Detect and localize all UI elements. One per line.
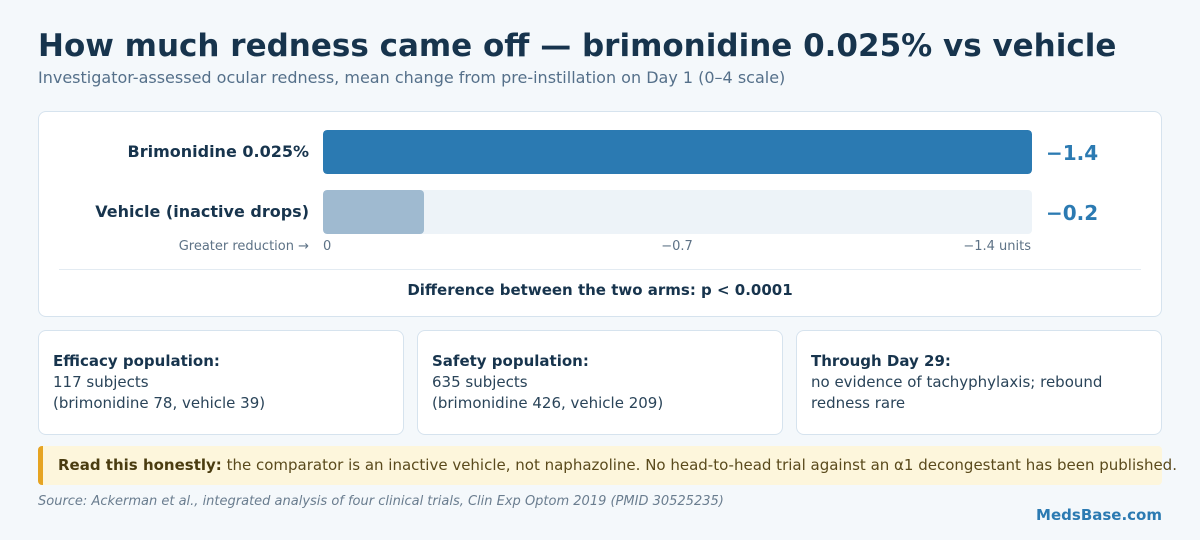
- bar-track-brimonidine: [323, 130, 1032, 174]
- source-citation: Source: Ackerman et al., integrated anal…: [38, 494, 724, 509]
- info-card-text: 635 subjects: [432, 373, 528, 391]
- info-card-text: (brimonidine 78, vehicle 39): [53, 394, 266, 412]
- bar-label-vehicle: Vehicle (inactive drops): [95, 202, 309, 221]
- honesty-note-text: the comparator is an inactive vehicle, n…: [221, 456, 1177, 474]
- honesty-note: Read this honestly: the comparator is an…: [38, 446, 1177, 485]
- brand-link[interactable]: MedsBase.com: [1036, 506, 1162, 524]
- info-card-heading: Efficacy population:: [53, 352, 220, 370]
- axis-tick-label: −1.4 units: [963, 239, 1031, 254]
- chart-card: Brimonidine 0.025% −1.4 Vehicle (inactiv…: [38, 111, 1162, 317]
- divider: [59, 269, 1141, 270]
- bar-value-vehicle: −0.2: [1046, 201, 1099, 225]
- page-title: How much redness came off — brimonidine …: [38, 28, 1117, 64]
- info-card-text: redness rare: [811, 394, 906, 412]
- info-card-text: 117 subjects: [53, 373, 149, 391]
- info-card-safety: Safety population: 635 subjects (brimoni…: [417, 330, 783, 435]
- page-subtitle: Investigator-assessed ocular redness, me…: [38, 68, 786, 87]
- honesty-note-lead: Read this honestly:: [58, 456, 222, 474]
- bar-brimonidine: [323, 130, 1032, 174]
- axis-direction-label: Greater reduction →: [178, 239, 309, 254]
- info-card-heading: Safety population:: [432, 352, 589, 370]
- bar-track-vehicle: [323, 190, 1032, 234]
- bar-label-brimonidine: Brimonidine 0.025%: [127, 142, 310, 161]
- p-value-text: Difference between the two arms: p < 0.0…: [407, 281, 793, 299]
- info-card-efficacy: Efficacy population: 117 subjects (brimo…: [38, 330, 404, 435]
- axis-tick-label: −0.7: [661, 239, 693, 254]
- axis-tick-label: 0: [323, 239, 332, 254]
- info-card-text: (brimonidine 426, vehicle 209): [432, 394, 664, 412]
- bar-value-brimonidine: −1.4: [1046, 141, 1099, 165]
- info-card-heading: Through Day 29:: [811, 352, 951, 370]
- bar-vehicle: [323, 190, 424, 234]
- info-card-text: no evidence of tachyphylaxis; rebound: [811, 373, 1103, 391]
- info-card-day29: Through Day 29: no evidence of tachyphyl…: [796, 330, 1162, 435]
